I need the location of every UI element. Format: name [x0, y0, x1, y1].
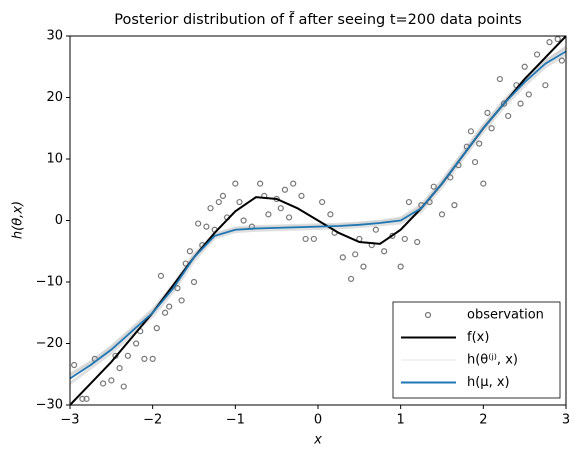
observation-point	[533, 51, 541, 58]
observation-point	[207, 205, 214, 212]
observation-point	[505, 112, 512, 120]
observation-point	[153, 325, 160, 332]
observation-point	[517, 100, 524, 107]
observation-point	[298, 192, 305, 199]
observation-point	[265, 211, 272, 218]
observation-point	[525, 91, 532, 98]
observation-point	[281, 186, 289, 193]
observation-point	[203, 223, 210, 230]
x-tick-label: −1	[226, 413, 245, 428]
observation-point	[339, 254, 346, 261]
observation-point	[401, 235, 408, 243]
observation-point	[521, 63, 528, 70]
observation-point	[195, 220, 202, 227]
observation-point	[389, 232, 396, 239]
observation-point	[190, 278, 198, 286]
observation-point	[71, 361, 78, 369]
x-tick-label: 0	[314, 413, 322, 428]
y-tick-label: −30	[36, 398, 63, 413]
sample-curve	[70, 53, 566, 385]
observation-point	[381, 248, 388, 255]
observation-point	[471, 158, 479, 166]
observation-point	[79, 395, 86, 402]
x-tick-label: −2	[143, 413, 162, 428]
legend: observation f(x) h(θ⁽ʲ⁾, x) h(μ, x)	[392, 301, 561, 399]
observation-point	[186, 248, 193, 255]
plot-area	[70, 36, 566, 405]
observation-point	[232, 180, 239, 187]
observation-point	[542, 82, 549, 89]
observation-point	[277, 205, 284, 212]
observation-point	[451, 202, 458, 209]
observation-point	[546, 39, 553, 46]
x-axis-label: x	[313, 433, 322, 448]
observation-point	[83, 395, 90, 402]
x-tick-label: 3	[562, 413, 570, 428]
y-axis-label: h(θ,x)	[11, 201, 26, 239]
legend-label: f(x)	[467, 330, 489, 345]
observation-point	[149, 355, 156, 362]
observation-point	[484, 109, 491, 116]
observation-point	[496, 75, 503, 83]
observation-point	[120, 383, 127, 390]
observation-point	[257, 180, 264, 187]
x-tick-label: 1	[397, 413, 405, 428]
observation-point	[467, 128, 475, 135]
y-tick-label: 0	[55, 213, 63, 228]
observation-point	[219, 192, 227, 199]
observation-point	[319, 198, 326, 206]
legend-label: h(θ⁽ʲ⁾, x)	[467, 353, 518, 368]
legend-label: h(μ, x)	[467, 375, 510, 390]
observation-point	[347, 275, 355, 283]
observation-point	[558, 57, 565, 64]
observation-point	[290, 180, 297, 187]
observation-point	[438, 211, 446, 218]
observation-point	[352, 251, 359, 258]
observation-point	[240, 217, 247, 224]
observation-point	[141, 355, 148, 362]
observation-point	[174, 285, 181, 292]
observation-point	[166, 303, 173, 310]
observation-point	[285, 214, 293, 221]
observation-point	[405, 198, 413, 206]
observation-point	[397, 263, 404, 270]
observation-point	[500, 100, 508, 107]
observation-point	[360, 263, 367, 270]
observation-point	[480, 180, 487, 187]
y-tick-label: 30	[46, 29, 63, 44]
observation-point	[161, 309, 169, 316]
observation-point	[108, 377, 115, 384]
y-tick-label: 20	[46, 90, 63, 105]
observation-point	[116, 365, 123, 372]
observation-point	[124, 352, 131, 359]
x-tick-label: −3	[60, 413, 79, 428]
observation-point	[372, 226, 379, 233]
observation-point	[157, 272, 165, 279]
y-tick-label: −10	[36, 275, 63, 290]
observation-point	[554, 36, 561, 43]
observation-point	[178, 297, 185, 304]
y-tick-label: −20	[36, 336, 63, 351]
observation-point	[327, 211, 334, 218]
y-tick-label: 10	[46, 152, 63, 167]
observation-point	[414, 238, 421, 246]
observation-point	[310, 235, 317, 243]
curve	[70, 50, 566, 380]
observation-point	[476, 140, 483, 147]
observation-point	[215, 198, 222, 206]
observation-point	[430, 183, 437, 190]
observation-point	[488, 125, 495, 132]
chart-title: Posterior distribution of f̃ after seein…	[114, 11, 522, 28]
legend-label: observation	[467, 308, 544, 323]
legend-marker	[424, 311, 432, 319]
x-tick-label: 2	[479, 413, 487, 428]
observation-point	[133, 340, 140, 347]
observation-point	[236, 198, 243, 206]
observation-point	[302, 235, 309, 243]
observation-point	[99, 380, 107, 387]
